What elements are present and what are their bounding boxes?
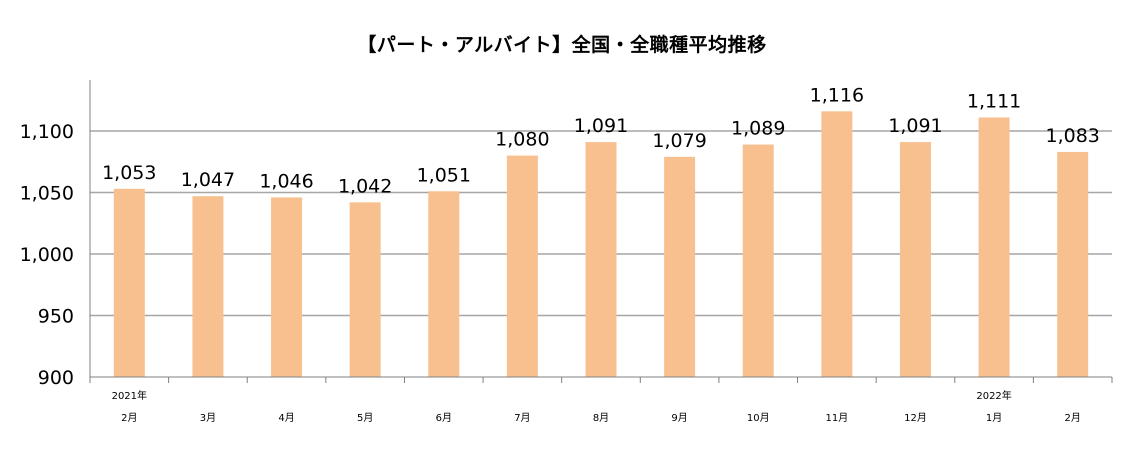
y-tick-label: 1,100	[20, 121, 74, 143]
data-label: 1,083	[1045, 125, 1099, 147]
data-label: 1,116	[810, 84, 864, 106]
x-tick-month-label: 12月	[904, 412, 927, 424]
x-tick-month-label: 2月	[1065, 412, 1081, 424]
bar	[113, 188, 145, 377]
data-label: 1,042	[338, 175, 392, 197]
x-tick-month-label: 8月	[593, 412, 609, 424]
y-tick-label: 1,050	[20, 183, 74, 205]
data-label: 1,079	[652, 130, 706, 152]
x-tick-month-label: 4月	[278, 412, 294, 424]
bar	[271, 197, 303, 377]
data-labels: 1,053 1,047 1,046 1,042 1,051 1,080 1,091 1,079…	[102, 84, 1100, 197]
data-label: 1,053	[102, 162, 156, 184]
data-label: 1,091	[574, 115, 628, 137]
x-tick-month-label: 9月	[671, 412, 687, 424]
axes: 900 950 1,000 1,050 1,100 2021年 2月 3月 4月 5月 6月 7月 8月…	[20, 80, 1113, 424]
x-tick-month-label: 11月	[825, 412, 848, 424]
bar	[664, 156, 696, 377]
y-tick-label: 950	[38, 306, 74, 328]
bar	[506, 155, 538, 377]
bar	[742, 144, 774, 377]
data-label: 1,046	[259, 170, 313, 192]
y-tick-label: 900	[38, 367, 74, 389]
data-label: 1,047	[181, 169, 235, 191]
x-tick-month-label: 5月	[357, 412, 373, 424]
x-tick-year-label: 2021年	[112, 389, 147, 402]
x-tick-year-label: 2022年	[976, 389, 1011, 402]
x-tick-month-label: 2月	[121, 412, 137, 424]
bar	[428, 191, 460, 377]
bar	[349, 202, 381, 377]
x-tick-month-label: 3月	[200, 412, 216, 424]
data-label: 1,080	[495, 129, 549, 151]
x-tick-month-label: 10月	[747, 412, 770, 424]
bar	[978, 117, 1010, 377]
y-tick-label: 1,000	[20, 244, 74, 266]
bar	[821, 111, 853, 377]
bars	[113, 111, 1089, 377]
data-label: 1,089	[731, 118, 785, 140]
data-label: 1,111	[967, 90, 1021, 112]
x-tick-month-label: 7月	[514, 412, 530, 424]
bar	[1057, 151, 1089, 377]
bar	[899, 142, 931, 377]
bar	[192, 196, 224, 377]
x-tick-month-label: 6月	[436, 412, 452, 424]
data-label: 1,051	[417, 164, 471, 186]
chart-title: 【パート・アルバイト】全国・全職種平均推移	[357, 34, 767, 56]
x-tick-month-label: 1月	[986, 412, 1002, 424]
bar	[585, 142, 617, 377]
data-label: 1,091	[888, 115, 942, 137]
